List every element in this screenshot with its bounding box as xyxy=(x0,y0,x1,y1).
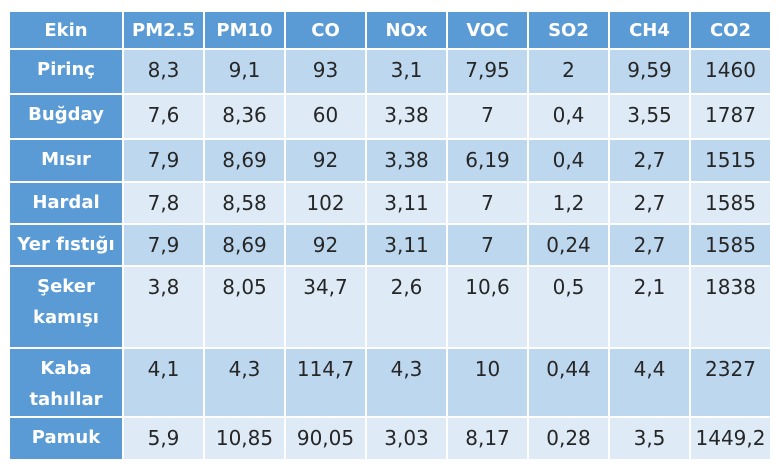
table-cell: 102 xyxy=(284,181,367,225)
table-cell: 1515 xyxy=(689,138,772,183)
column-header-voc: VOC xyxy=(446,10,529,50)
table-cell: 90,05 xyxy=(284,416,367,462)
table-cell: 8,69 xyxy=(203,223,286,267)
table-cell: 7 xyxy=(446,93,529,140)
table-row: Kaba tahıllar 4,1 4,3 114,7 4,3 10 0,44 4,4 2327 xyxy=(8,346,772,419)
table-cell: 2 xyxy=(527,48,610,95)
table-cell: 2,7 xyxy=(608,181,691,225)
table-cell: 0,4 xyxy=(527,93,610,140)
row-header-crop: Mısır xyxy=(8,138,124,183)
table-row: Buğday 7,6 8,36 60 3,38 7 0,4 3,55 1787 xyxy=(8,93,772,140)
row-header-crop: Buğday xyxy=(8,93,124,140)
table-row: Pamuk 5,9 10,85 90,05 3,03 8,17 0,28 3,5 1449,2 xyxy=(8,416,772,462)
table-cell: 10,6 xyxy=(446,265,529,349)
column-header-ch4: CH4 xyxy=(608,10,691,50)
column-header-pm10: PM10 xyxy=(203,10,286,50)
table-cell: 1,2 xyxy=(527,181,610,225)
table-row: Şeker kamışı 3,8 8,05 34,7 2,6 10,6 0,5 2,1 1838 xyxy=(8,265,772,349)
row-header-crop: Pirinç xyxy=(8,48,124,95)
table-cell: 4,1 xyxy=(122,346,205,419)
table-cell: 3,55 xyxy=(608,93,691,140)
table-cell: 3,5 xyxy=(608,416,691,462)
table-cell: 8,69 xyxy=(203,138,286,183)
table-cell: 60 xyxy=(284,93,367,140)
table-cell: 0,28 xyxy=(527,416,610,462)
column-header-co2: CO2 xyxy=(689,10,772,50)
column-header-nox: NOx xyxy=(365,10,448,50)
row-header-crop: Hardal xyxy=(8,181,124,225)
table-cell: 8,36 xyxy=(203,93,286,140)
table-cell: 4,3 xyxy=(365,346,448,419)
table-cell: 0,5 xyxy=(527,265,610,349)
table-row: Mısır 7,9 8,69 92 3,38 6,19 0,4 2,7 1515 xyxy=(8,138,772,183)
table-cell: 1585 xyxy=(689,181,772,225)
emissions-table-wrapper: Ekin PM2.5 PM10 CO NOx VOC SO2 CH4 CO2 P… xyxy=(8,10,772,462)
table-cell: 4,3 xyxy=(203,346,286,419)
table-cell: 114,7 xyxy=(284,346,367,419)
table-cell: 9,1 xyxy=(203,48,286,95)
table-cell: 3,11 xyxy=(365,223,448,267)
row-header-crop: Pamuk xyxy=(8,416,124,462)
table-cell: 7,9 xyxy=(122,138,205,183)
table-cell: 1460 xyxy=(689,48,772,95)
table-cell: 8,3 xyxy=(122,48,205,95)
column-header-pm25: PM2.5 xyxy=(122,10,205,50)
table-cell: 9,59 xyxy=(608,48,691,95)
table-cell: 2,6 xyxy=(365,265,448,349)
table-body: Pirinç 8,3 9,1 93 3,1 7,95 2 9,59 1460 Buğday 7,6 8… xyxy=(8,48,772,462)
table-cell: 2327 xyxy=(689,346,772,419)
header-row: Ekin PM2.5 PM10 CO NOx VOC SO2 CH4 CO2 xyxy=(8,10,772,50)
table-cell: 3,38 xyxy=(365,138,448,183)
table-cell: 3,11 xyxy=(365,181,448,225)
table-cell: 0,24 xyxy=(527,223,610,267)
row-header-crop: Kaba tahıllar xyxy=(8,346,124,419)
table-cell: 10 xyxy=(446,346,529,419)
table-cell: 1449,2 xyxy=(689,416,772,462)
row-header-crop: Şeker kamışı xyxy=(8,265,124,349)
table-cell: 4,4 xyxy=(608,346,691,419)
table-cell: 3,03 xyxy=(365,416,448,462)
table-cell: 6,19 xyxy=(446,138,529,183)
table-cell: 8,17 xyxy=(446,416,529,462)
column-header-ekin: Ekin xyxy=(8,10,124,50)
table-cell: 34,7 xyxy=(284,265,367,349)
crop-emissions-table: Ekin PM2.5 PM10 CO NOx VOC SO2 CH4 CO2 P… xyxy=(8,10,772,462)
table-cell: 93 xyxy=(284,48,367,95)
table-cell: 2,1 xyxy=(608,265,691,349)
table-cell: 8,58 xyxy=(203,181,286,225)
table-row: Pirinç 8,3 9,1 93 3,1 7,95 2 9,59 1460 xyxy=(8,48,772,95)
table-cell: 0,44 xyxy=(527,346,610,419)
table-cell: 1787 xyxy=(689,93,772,140)
table-cell: 7,6 xyxy=(122,93,205,140)
table-cell: 7,9 xyxy=(122,223,205,267)
table-cell: 7,95 xyxy=(446,48,529,95)
table-cell: 7 xyxy=(446,223,529,267)
table-cell: 92 xyxy=(284,138,367,183)
table-cell: 2,7 xyxy=(608,223,691,267)
table-cell: 7 xyxy=(446,181,529,225)
table-cell: 1585 xyxy=(689,223,772,267)
table-cell: 0,4 xyxy=(527,138,610,183)
table-cell: 2,7 xyxy=(608,138,691,183)
table-cell: 8,05 xyxy=(203,265,286,349)
table-cell: 7,8 xyxy=(122,181,205,225)
table-cell: 1838 xyxy=(689,265,772,349)
table-cell: 3,8 xyxy=(122,265,205,349)
table-cell: 92 xyxy=(284,223,367,267)
table-cell: 3,38 xyxy=(365,93,448,140)
row-header-crop: Yer fıstığı xyxy=(8,223,124,267)
column-header-so2: SO2 xyxy=(527,10,610,50)
table-cell: 3,1 xyxy=(365,48,448,95)
column-header-co: CO xyxy=(284,10,367,50)
table-cell: 10,85 xyxy=(203,416,286,462)
table-row: Hardal 7,8 8,58 102 3,11 7 1,2 2,7 1585 xyxy=(8,181,772,225)
table-cell: 5,9 xyxy=(122,416,205,462)
table-row: Yer fıstığı 7,9 8,69 92 3,11 7 0,24 2,7 1585 xyxy=(8,223,772,267)
